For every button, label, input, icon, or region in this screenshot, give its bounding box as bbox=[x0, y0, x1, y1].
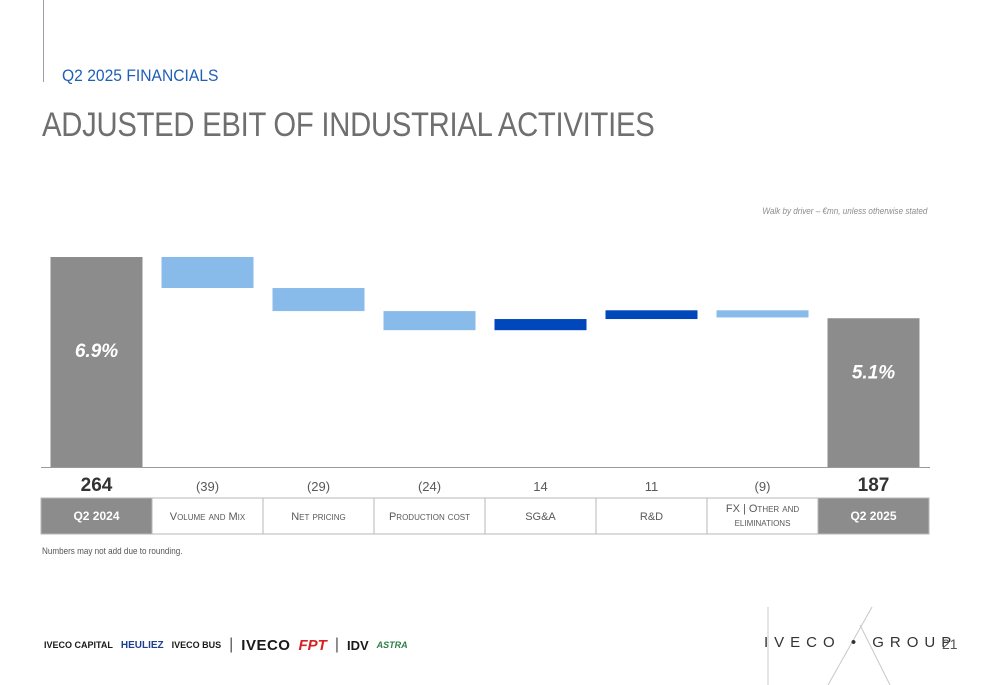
category-cell-1 bbox=[151, 497, 264, 535]
brand-separator: | bbox=[334, 636, 339, 653]
astra-logo: ASTRA bbox=[376, 640, 408, 650]
bar-3 bbox=[383, 311, 476, 331]
value-label-2: (29) bbox=[307, 479, 330, 494]
category-label-5: R&D bbox=[640, 511, 663, 523]
value-label-6: (9) bbox=[755, 479, 771, 494]
section-subtitle: Q2 2025 FINANCIALS bbox=[62, 66, 219, 85]
value-label-4: 14 bbox=[533, 479, 547, 494]
iveco-group-logo: IVECO • GROUP bbox=[764, 634, 958, 651]
category-label-3: Production cost bbox=[389, 511, 470, 523]
page-number: 21 bbox=[942, 636, 958, 652]
page-title: ADJUSTED EBIT OF INDUSTRIAL ACTIVITIES bbox=[42, 106, 655, 144]
bar-2 bbox=[272, 288, 365, 312]
category-label-2: Net pricing bbox=[291, 511, 346, 523]
fpt-logo: FPT bbox=[298, 636, 327, 654]
bar-7 bbox=[827, 318, 920, 467]
bar-4 bbox=[494, 319, 587, 331]
category-label-1: Volume and Mix bbox=[170, 511, 246, 523]
bar-6 bbox=[716, 310, 809, 318]
category-cell-5 bbox=[595, 497, 708, 535]
category-label-7: Q2 2025 bbox=[850, 509, 896, 523]
margin-label-7: 5.1% bbox=[852, 362, 895, 383]
iveco-bus-logo-text: IVECO BUS bbox=[171, 639, 222, 650]
value-label-1: (39) bbox=[196, 479, 219, 494]
category-label-6: FX | Other and eliminations bbox=[726, 503, 800, 529]
category-label-line: eliminations bbox=[735, 517, 791, 529]
bar-1 bbox=[161, 257, 254, 289]
category-label-4: SG&A bbox=[525, 511, 556, 523]
iveco-capital-logo-text: IVECO CAPITAL bbox=[44, 639, 113, 650]
heuliez-logo: HEULIEZ bbox=[120, 639, 164, 651]
rounding-footnote: Numbers may not add due to rounding. bbox=[42, 546, 183, 556]
iveco-capital-logo: IVECO CAPITAL bbox=[44, 639, 113, 650]
value-label-7: 187 bbox=[858, 475, 890, 496]
iveco-bus-logo: IVECO BUS bbox=[171, 639, 222, 650]
idv-logo: IDV bbox=[346, 637, 369, 653]
margin-label-0: 6.9% bbox=[75, 341, 118, 362]
value-label-0: 264 bbox=[81, 475, 113, 496]
bar-0 bbox=[50, 257, 143, 467]
category-cell-2 bbox=[262, 497, 375, 535]
waterfall-chart: 6.9% 264 (39) (29) (24) 14 11 (9) 5.1% 187 Q2 2024… bbox=[40, 257, 930, 535]
brand-separator: | bbox=[229, 636, 234, 653]
category-label-0: Q2 2024 bbox=[73, 509, 119, 523]
accent-divider-line bbox=[43, 0, 44, 82]
bar-5 bbox=[605, 310, 698, 320]
category-label-line: FX | Other and bbox=[726, 503, 800, 515]
iveco-logo: IVECO bbox=[241, 636, 291, 654]
value-label-3: (24) bbox=[418, 479, 441, 494]
brand-logo-strip: IVECO CAPITAL HEULIEZ IVECO BUS | IVECO … bbox=[44, 632, 408, 658]
chart-units-note: Walk by driver – €mn, unless otherwise s… bbox=[761, 206, 927, 216]
value-label-5: 11 bbox=[645, 479, 659, 494]
iveco-group-logo-lines bbox=[767, 606, 891, 685]
category-cell-7 bbox=[817, 497, 930, 535]
